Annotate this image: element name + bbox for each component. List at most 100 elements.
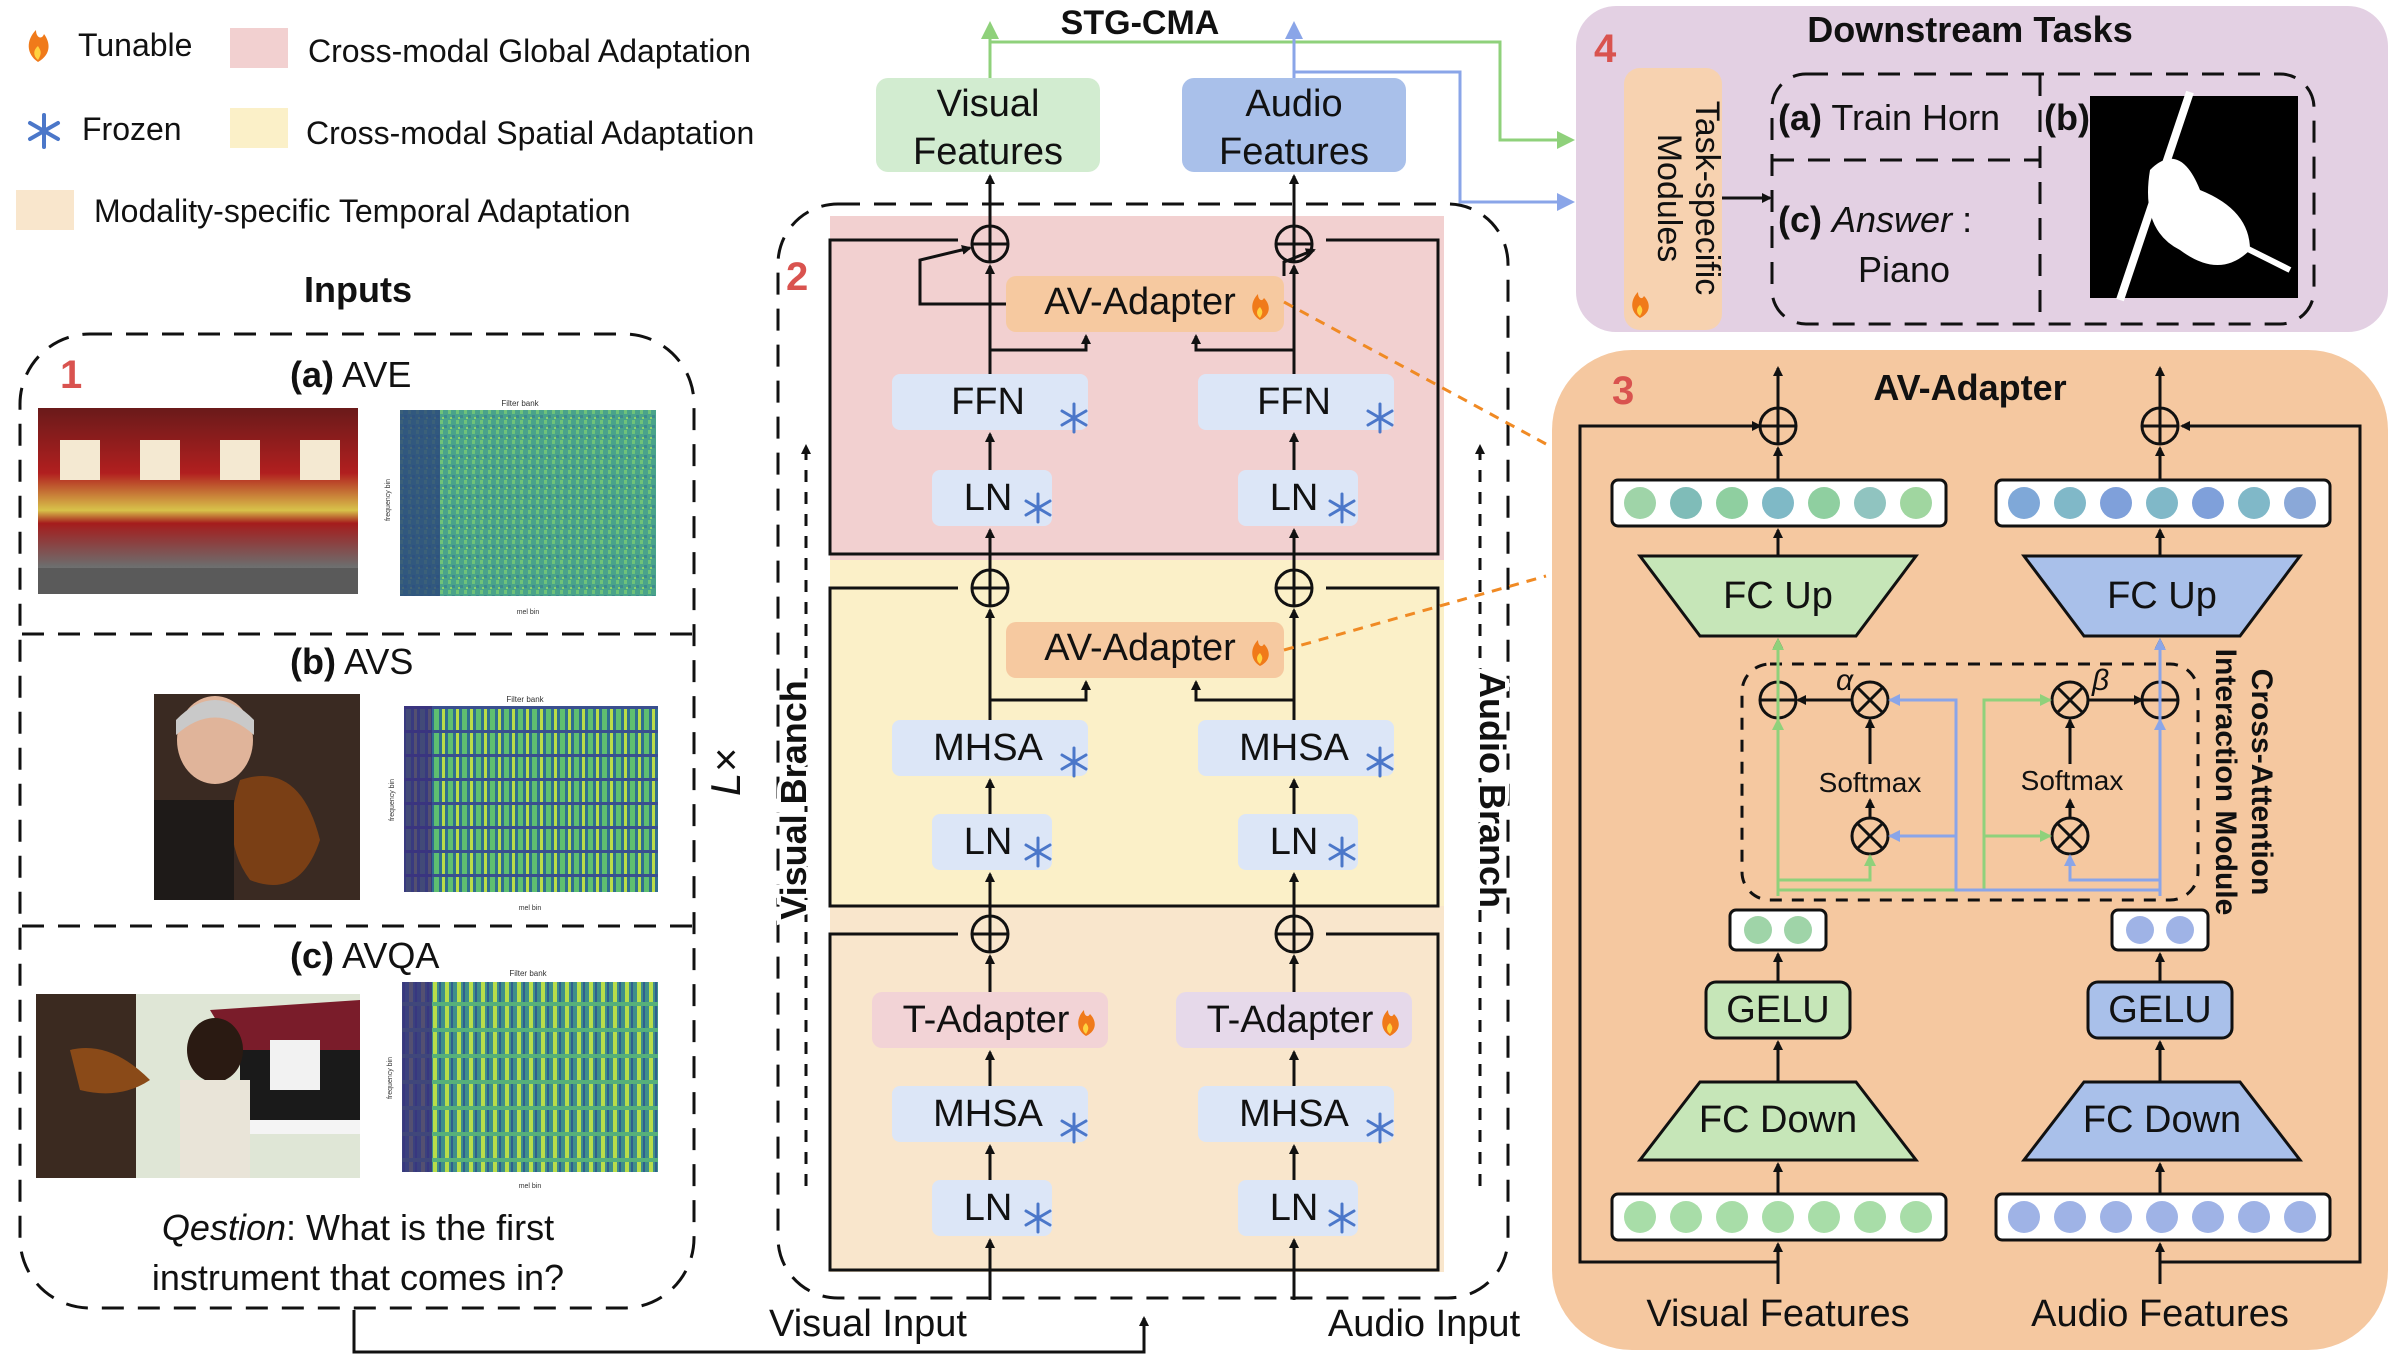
legend-global: Cross-modal Global Adaptation [308,33,751,69]
audio-input-label: Audio Input [1328,1303,1521,1345]
panel-number-2: 2 [786,255,808,299]
svg-text:T-Adapter: T-Adapter [1207,999,1374,1041]
svg-text:frequency bin: frequency bin [389,779,396,821]
svg-text:FC Down: FC Down [2083,1099,2241,1141]
question-line-1: Qestion: What is the first [162,1207,554,1248]
spectrogram-avs: Filter bank frequency bin mel bin [389,695,658,912]
legend-spatial: Cross-modal Spatial Adaptation [306,115,754,151]
adapter-visual-features-label: Visual Features [1646,1293,1909,1335]
visual-output-token-dots [1624,487,1932,519]
svg-text:LN: LN [964,821,1013,863]
svg-text:Audio: Audio [1245,83,1342,125]
audio-branch-label: Audio Branch [1472,672,1513,908]
ln-visual-temporal [932,1180,1052,1236]
svg-text:Cross-Attention: Cross-Attention [2245,669,2278,896]
svg-text:FC Up: FC Up [2107,575,2217,617]
visual-branch-label: Visual Branch [773,680,814,919]
beta-label: β [2091,664,2109,697]
svg-text:LN: LN [964,477,1013,519]
audio-input-token-dots [2008,1201,2316,1233]
flow-arrows [918,174,1299,1300]
mhsa-audio-spatial [1198,720,1394,776]
legend-frozen: Frozen [82,111,182,147]
ffn-visual [892,374,1088,430]
visual-features-output [876,78,1100,172]
spectrogram-ave: Filter bank frequency bin mel bin [385,399,656,616]
question-line-2: instrument that comes in? [152,1257,564,1298]
fire-icon [1632,292,1649,318]
tasks-border [1770,72,2316,326]
audio-output-token-dots [2008,487,2316,519]
audio-features-output [1182,78,1406,172]
svg-text:mel bin: mel bin [517,609,540,616]
task-c-answer: Piano [1858,249,1950,290]
task-a: (a) Train Horn [1778,97,2000,138]
adapter-audio-features-label: Audio Features [2031,1293,2289,1335]
svg-text:MHSA: MHSA [933,727,1043,769]
train-image [38,408,358,594]
mhsa-visual-spatial [892,720,1088,776]
adapter-link-global [1283,300,1547,446]
av-adapter-spatial [1006,622,1284,678]
svg-text:GELU: GELU [1726,989,1829,1031]
av-adapter-panel: AV-Adapter 3 FC Up [1552,350,2388,1350]
mhsa-visual-temporal [892,1086,1088,1142]
task-c: (c) Answer : [1778,199,1972,240]
inputs-border [18,332,696,1310]
snowflake-icon [1024,402,1394,1234]
svg-text:frequency bin: frequency bin [387,1057,394,1099]
ffn-audio [1198,374,1394,430]
stg-cma-border [776,202,1510,1300]
adapter-link-spatial [1283,574,1547,652]
mhsa-audio-temporal [1198,1086,1394,1142]
snowflake-icon [28,113,60,149]
gelu-audio [2086,980,2234,1040]
ave-label: (a) AVE [290,354,411,395]
legend-tunable: Tunable [78,27,192,63]
cross-attention-module [1740,662,2200,902]
inputs-panel: Inputs 1 (a) AVE Filter bank frequency b… [18,269,696,1310]
svg-text:Features: Features [1219,131,1369,173]
spectrogram-avqa: Filter bank frequency bin mel bin [387,969,658,1190]
svg-text:GELU: GELU [2108,989,2211,1031]
stg-cma-panel: STG-CMA Visual Features Audio Features 2… [352,4,1575,1354]
downstream-title: Downstream Tasks [1807,9,2132,50]
svg-text:Filter bank: Filter bank [501,399,539,408]
panel-number-1: 1 [60,353,82,397]
svg-text:Visual: Visual [937,83,1040,125]
avs-label: (b) AVS [290,641,413,682]
av-adapter-title: AV-Adapter [1873,367,2066,408]
svg-text:mel bin: mel bin [519,1183,542,1190]
svg-text:FFN: FFN [951,381,1025,423]
visual-input-token-dots [1624,1201,1932,1233]
svg-text:FC Down: FC Down [1699,1099,1857,1141]
fire-icon [1382,1010,1399,1036]
legend-temporal: Modality-specific Temporal Adaptation [94,193,631,229]
svg-text:LN: LN [1270,1187,1319,1229]
svg-text:MHSA: MHSA [1239,1093,1349,1135]
ln-audio-temporal [1238,1180,1358,1236]
task-specific-modules [1624,68,1722,330]
ln-visual-global [932,470,1052,526]
legend-spatial-swatch [230,108,288,148]
svg-text:Task-specific: Task-specific [1688,101,1726,296]
legend: Tunable Frozen Cross-modal Global Adapta… [16,27,754,230]
av-adapter-global [1006,276,1284,332]
svg-text:mel bin: mel bin [519,905,542,912]
svg-text:Filter bank: Filter bank [509,969,547,978]
fire-icon [28,30,49,62]
t-adapter-audio [1176,992,1412,1048]
softmax-audio: Softmax [2021,765,2124,796]
softmax-visual: Softmax [1819,767,1922,798]
svg-text:AV-Adapter: AV-Adapter [1044,281,1236,323]
alpha-label: α [1836,664,1854,697]
fc-down-visual [1636,1080,1920,1162]
svg-text:T-Adapter: T-Adapter [903,999,1070,1041]
ln-audio-global [1238,470,1358,526]
svg-text:Features: Features [913,131,1063,173]
inputs-title: Inputs [304,269,412,310]
svg-text:Filter bank: Filter bank [506,695,544,704]
svg-text:LN: LN [1270,477,1319,519]
svg-text:Modules: Modules [1650,134,1688,263]
ln-visual-spatial [932,814,1052,870]
